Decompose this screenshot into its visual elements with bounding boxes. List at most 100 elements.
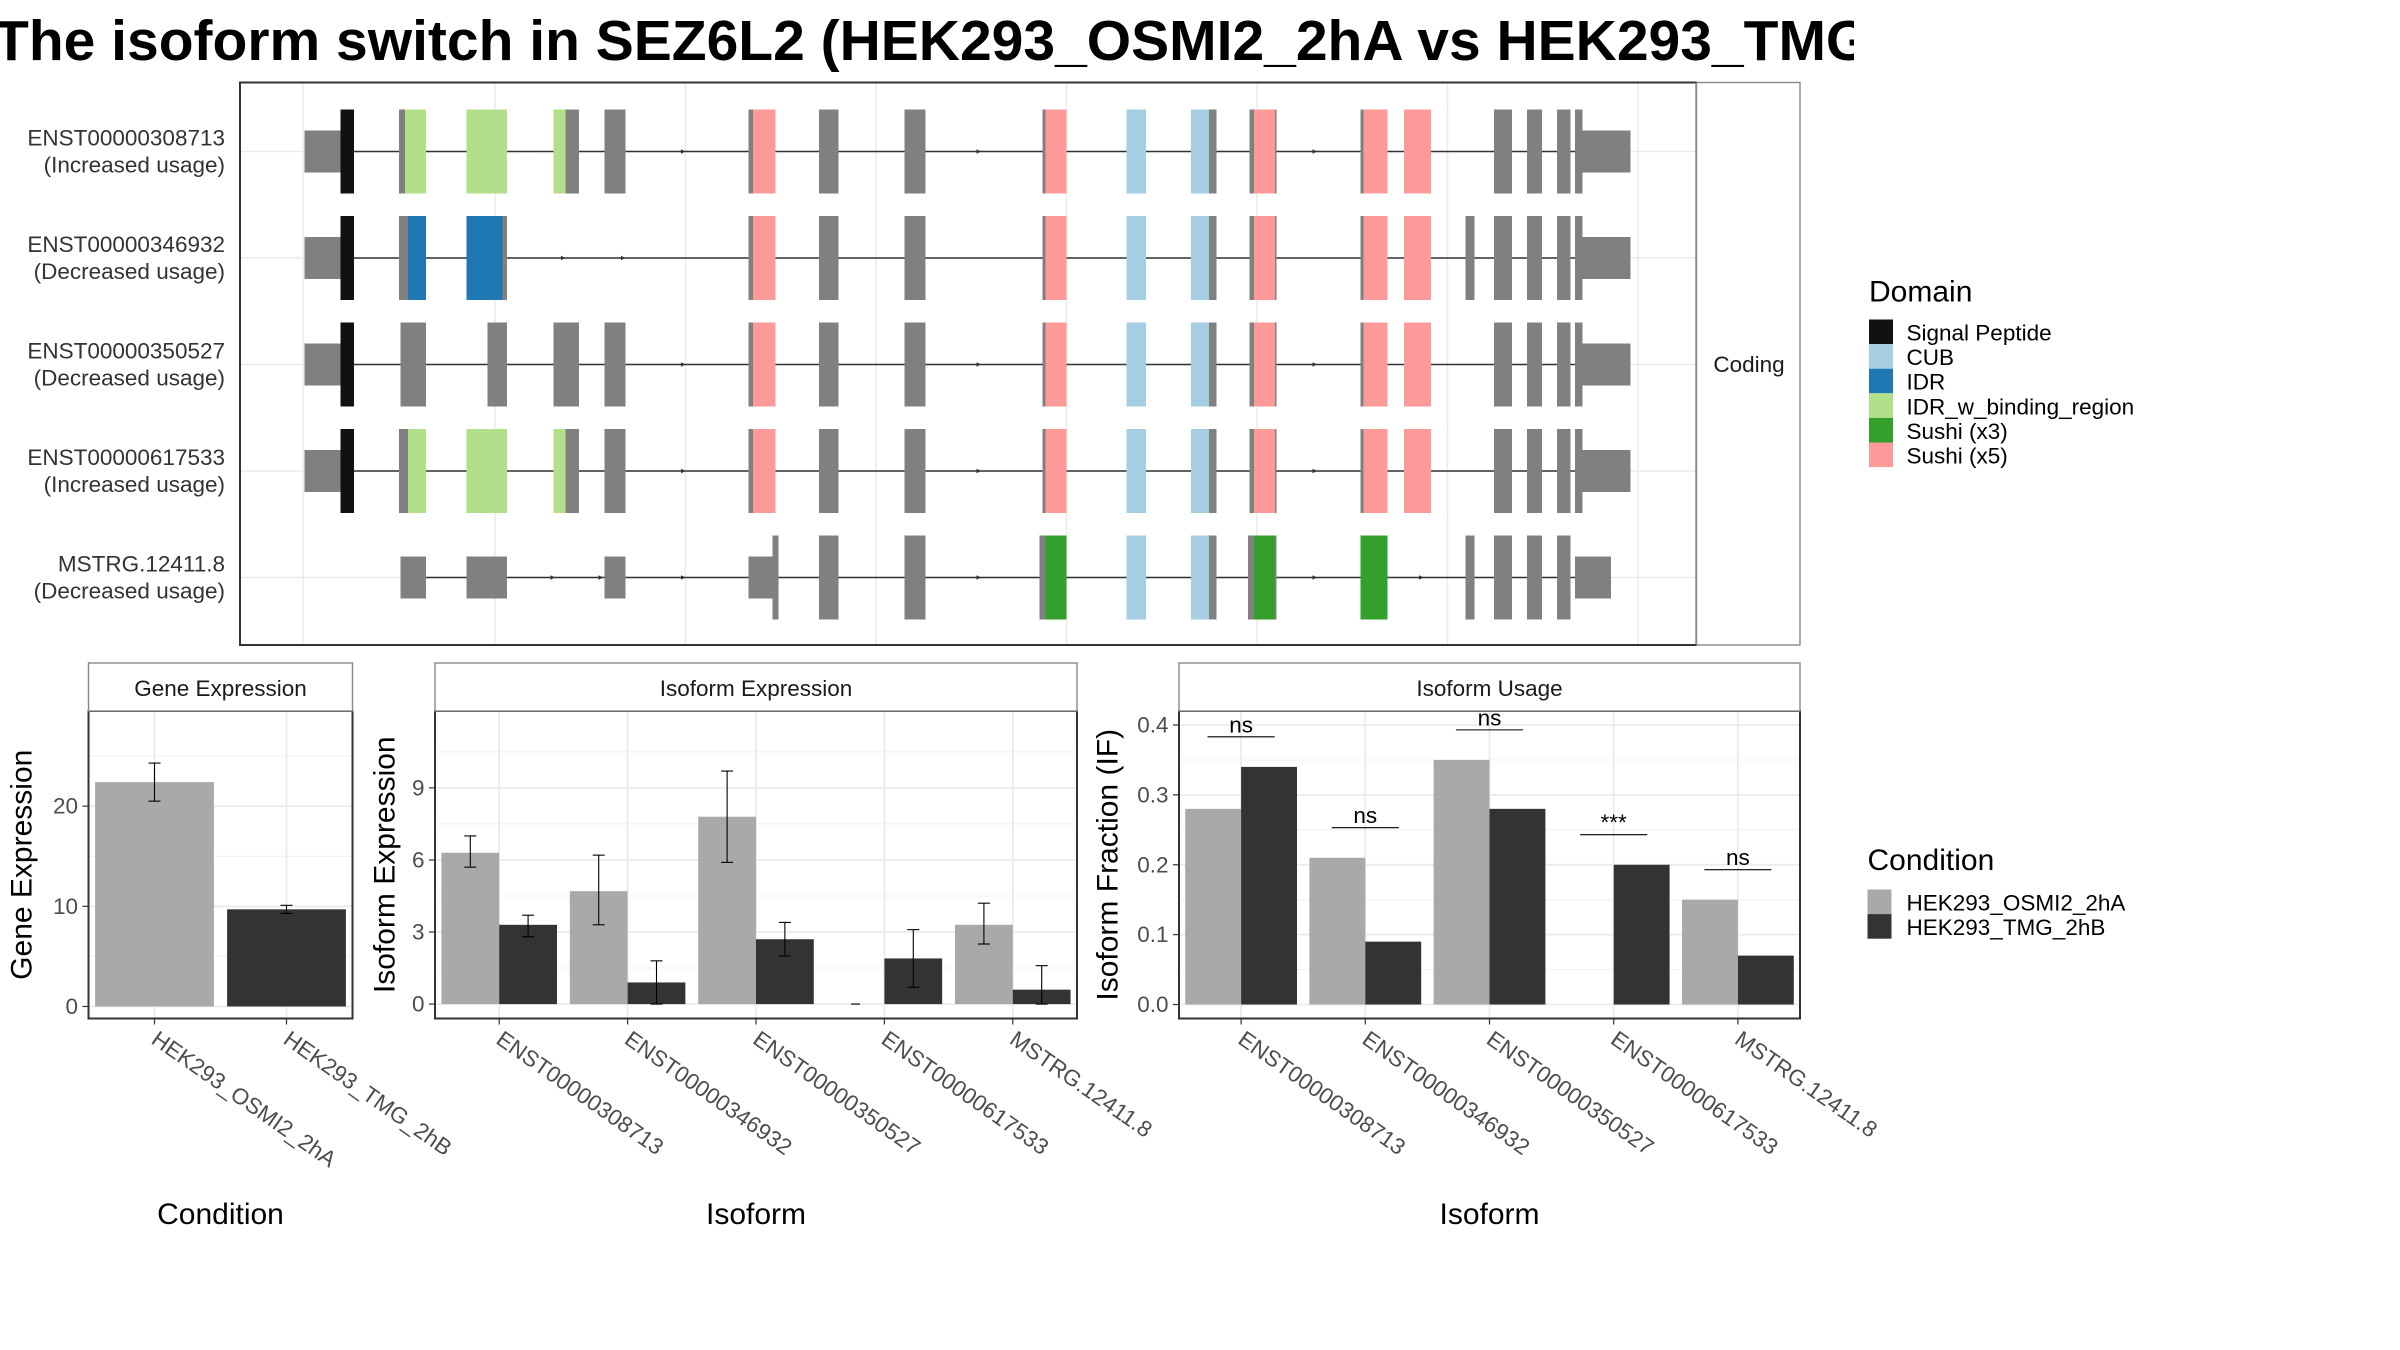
strand-arrow xyxy=(621,255,626,261)
legend-label: CUB xyxy=(1907,345,1955,370)
significance-label: ns xyxy=(1353,803,1377,828)
coding-exon xyxy=(399,216,408,300)
domain-sushi-x3- xyxy=(1360,535,1388,620)
bar xyxy=(95,782,214,1007)
y-tick-label: 20 xyxy=(53,794,78,819)
domain-sushi-x5- xyxy=(753,429,776,513)
utr-exon xyxy=(1575,343,1631,386)
domain-sushi-x5- xyxy=(1254,109,1275,194)
domain-idr xyxy=(408,216,426,300)
bar xyxy=(1613,864,1670,1005)
coding-exon xyxy=(1494,109,1512,194)
bar xyxy=(499,924,557,1005)
bar xyxy=(1309,857,1366,1005)
bar xyxy=(1241,766,1297,1005)
legend-key xyxy=(1869,319,1893,345)
y-tick-label: 0.4 xyxy=(1137,712,1168,737)
legend-label: Signal Peptide xyxy=(1907,321,2052,346)
coding-exon xyxy=(1494,535,1512,620)
domain-sushi-x5- xyxy=(1254,216,1275,300)
domain-sushi-x5- xyxy=(1404,322,1431,407)
utr-exon xyxy=(1575,130,1631,173)
domain-sushi-x5- xyxy=(1363,322,1388,407)
coding-exon xyxy=(604,429,626,513)
coding-exon xyxy=(1494,322,1512,407)
coding-exon xyxy=(553,322,579,407)
legend-key xyxy=(1869,442,1893,468)
domain-cub xyxy=(1191,429,1209,513)
transcript-label: MSTRG.12411.8 (Decreased usage) xyxy=(34,552,225,604)
legend-label: HEK293_OSMI2_2hA xyxy=(1907,891,2126,916)
domain-cub xyxy=(1191,216,1209,300)
domain-sushi-x5- xyxy=(753,216,776,300)
bar xyxy=(1185,808,1242,1005)
domain-cub xyxy=(1126,322,1146,407)
domain-cub xyxy=(1126,535,1146,620)
coding-exon xyxy=(904,429,926,513)
coding-exon xyxy=(772,535,779,620)
significance-label: *** xyxy=(1601,810,1628,835)
facet-strip-coding xyxy=(1695,81,1801,646)
legend-label: HEK293_TMG_2hB xyxy=(1907,915,2106,940)
coding-exon xyxy=(1575,322,1583,407)
domain-idr-w-binding-region xyxy=(553,109,566,194)
transcript-label: ENST00000346932 (Decreased usage) xyxy=(27,232,225,284)
bar xyxy=(227,909,346,1007)
legend-key xyxy=(1869,344,1893,369)
strand-arrow xyxy=(681,362,686,367)
coding-exon xyxy=(1527,322,1542,407)
facet-strip xyxy=(1178,662,1801,712)
facet-label: Isoform Expression xyxy=(660,676,853,701)
domain-sushi-x5- xyxy=(1363,216,1388,300)
transcript-row: ENST00000350527 (Decreased usage) xyxy=(27,322,1631,407)
strand-arrow xyxy=(976,575,981,580)
strand-arrow xyxy=(550,575,555,580)
domain-signal-peptide xyxy=(340,322,354,407)
facet-strip xyxy=(434,662,1078,712)
transcript-row: ENST00000617533 (Increased usage) xyxy=(27,429,1631,513)
domain-legend: Domain Signal PeptideCUBIDRIDR_w_binding_… xyxy=(1869,276,2134,469)
significance-label: ns xyxy=(1726,845,1750,870)
domain-idr-w-binding-region xyxy=(405,109,426,194)
coding-exon xyxy=(1575,109,1583,194)
domain-cub xyxy=(1191,535,1209,620)
domain-sushi-x5- xyxy=(1045,322,1067,407)
bar xyxy=(1489,808,1546,1005)
coding-exon xyxy=(1527,109,1542,194)
legend-key xyxy=(1869,393,1893,418)
domain-idr xyxy=(466,216,503,300)
utr-exon xyxy=(304,343,341,386)
gene-structure-panel: ENST00000308713 (Increased usage) ENST0000… xyxy=(27,81,1801,646)
coding-exon xyxy=(399,109,405,194)
y-tick-label: 9 xyxy=(412,775,425,800)
legend-key xyxy=(1869,368,1893,394)
utr-exon xyxy=(304,130,341,173)
transcript-row: ENST00000346932 (Decreased usage) xyxy=(27,216,1631,300)
y-tick-label: 0.0 xyxy=(1137,992,1168,1017)
y-tick-label: 0.2 xyxy=(1137,852,1168,877)
legend-label: Sushi (x3) xyxy=(1907,419,2008,444)
x-axis-title: Isoform xyxy=(706,1198,806,1231)
coding-exon xyxy=(904,535,926,620)
coding-exon xyxy=(1575,216,1583,300)
strand-arrow xyxy=(976,149,981,154)
facet-strip xyxy=(87,662,354,712)
utr-exon xyxy=(400,556,426,599)
legend-label: IDR_w_binding_region xyxy=(1907,394,2135,419)
bar xyxy=(1682,899,1738,1005)
utr-exon xyxy=(466,556,507,599)
coding-exon xyxy=(487,322,507,407)
strand-arrow xyxy=(976,468,981,474)
domain-sushi-x5- xyxy=(1404,216,1431,300)
coding-exon xyxy=(1209,109,1217,194)
utr-exon xyxy=(304,450,341,492)
strand-arrow xyxy=(681,575,686,580)
domain-sushi-x5- xyxy=(1254,322,1275,407)
figure-title: The isoform switch in SEZ6L2 (HEK293_OSM… xyxy=(0,9,1854,73)
domain-cub xyxy=(1126,429,1146,513)
significance-label: ns xyxy=(1229,712,1253,737)
transcript-label: ENST00000617533 (Increased usage) xyxy=(27,445,225,497)
y-axis-title: Isoform Fraction (IF) xyxy=(1092,729,1125,1001)
facet-label: Isoform Usage xyxy=(1416,676,1562,701)
